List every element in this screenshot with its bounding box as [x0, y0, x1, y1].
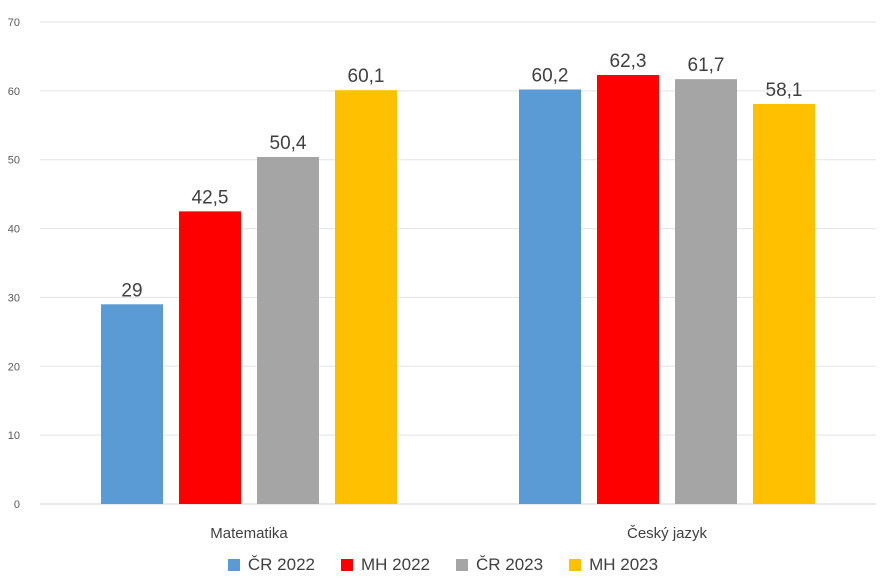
legend-swatch	[569, 559, 582, 571]
legend-item: ČR 2023	[456, 555, 543, 575]
data-label: 42,5	[192, 187, 229, 208]
data-label: 29	[121, 280, 142, 301]
legend-item: MH 2023	[569, 555, 658, 575]
data-label: 60,2	[532, 65, 569, 86]
data-label: 61,7	[688, 55, 725, 76]
data-label: 58,1	[766, 80, 803, 101]
legend-swatch	[341, 559, 354, 571]
legend-label: ČR 2022	[247, 555, 316, 574]
bar	[257, 156, 319, 504]
legend-swatch	[227, 559, 240, 571]
bar	[675, 79, 737, 504]
legend-item: ČR 2022	[227, 555, 316, 575]
x-axis-categories: Matematika Český jazyk	[210, 525, 707, 542]
bars	[101, 75, 815, 505]
y-tick-label: 30	[8, 292, 20, 304]
bar	[597, 75, 659, 505]
y-tick-label: 20	[8, 361, 20, 373]
bar	[179, 211, 241, 504]
legend-label: ČR 2023	[476, 555, 544, 574]
legend-label: MH 2023	[589, 555, 659, 574]
bar	[753, 103, 815, 504]
y-tick-label: 10	[8, 430, 20, 442]
bar	[101, 304, 163, 504]
y-tick-label: 50	[8, 155, 20, 167]
gridlines	[40, 21, 876, 505]
y-tick-label: 40	[8, 224, 20, 236]
bar	[335, 90, 397, 504]
legend-item: MH 2022	[341, 555, 430, 575]
y-tick-label: 60	[8, 86, 20, 98]
legend: ČR 2022 MH 2022 ČR 2023 MH 2023	[0, 552, 886, 578]
data-label: 62,3	[610, 51, 647, 72]
data-label: 50,4	[270, 133, 307, 154]
data-label: 60,1	[348, 66, 385, 87]
bar	[519, 89, 581, 504]
legend-label: MH 2022	[361, 555, 430, 574]
bar-chart: 0 10 20 30 40 50 60 70 29 42,5 50,4 60,1 60,2 62,3 61…	[8, 17, 876, 542]
y-tick-label: 0	[14, 499, 20, 511]
y-tick-label: 70	[8, 17, 20, 29]
y-axis-ticks: 0 10 20 30 40 50 60 70	[8, 17, 20, 511]
data-labels: 29 42,5 50,4 60,1 60,2 62,3 61,7 58,1	[121, 51, 802, 301]
x-category-label: Český jazyk	[627, 525, 708, 542]
legend-swatch	[456, 559, 468, 571]
x-category-label: Matematika	[210, 525, 288, 542]
